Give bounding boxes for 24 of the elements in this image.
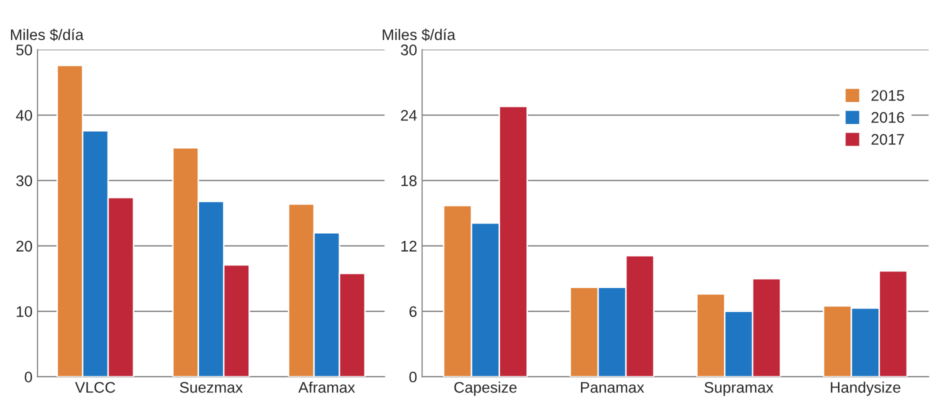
x-tick-label: Suezmax (180, 382, 243, 393)
y-tick-label: 12 (401, 240, 416, 252)
x-tick-label: Handysize (830, 382, 900, 396)
x-tick-label: Aframax (298, 382, 356, 393)
y-tick-label: 0 (409, 372, 417, 382)
y-tick-label: 0 (24, 372, 32, 382)
y-tick-label: 24 (401, 110, 417, 121)
x-tick-label: Capesize (454, 382, 517, 396)
y-axis-title: Miles $/día (11, 28, 84, 42)
x-tick-label: VLCC (75, 382, 116, 393)
y-tick-label: 50 (16, 44, 32, 56)
legend-label: 2015 (872, 90, 904, 101)
y-tick-label: 20 (16, 240, 32, 252)
x-tick-label: Supramax (704, 382, 774, 396)
legend-label: 2016 (872, 112, 904, 123)
x-tick-label: Panamax (581, 382, 644, 393)
y-tick-label: 10 (16, 306, 32, 318)
y-tick-label: 40 (16, 110, 32, 121)
y-tick-label: 30 (16, 175, 32, 186)
y-tick-label: 30 (400, 44, 417, 56)
y-tick-label: 6 (410, 306, 417, 318)
legend-label: 2017 (872, 134, 904, 145)
y-axis-title: Miles $/día (382, 28, 456, 42)
y-tick-label: 18 (401, 175, 417, 186)
